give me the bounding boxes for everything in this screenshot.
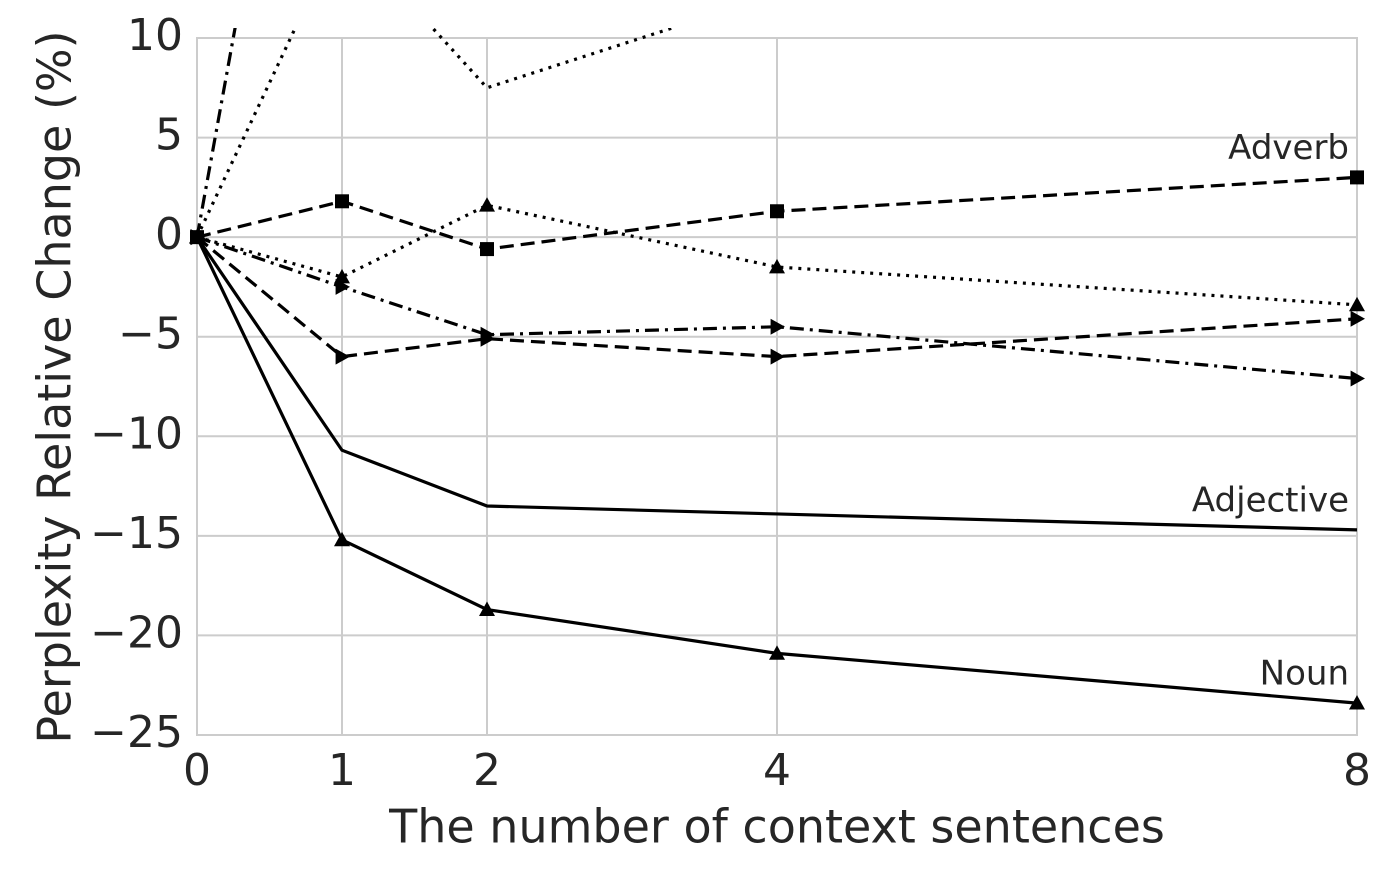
y-tick-label: −5 xyxy=(118,309,183,360)
marker xyxy=(334,268,350,284)
x-tick-label: 4 xyxy=(763,745,791,796)
y-tick-label: −15 xyxy=(90,508,183,559)
line xyxy=(196,203,1358,307)
x-axis-label: The number of context sentences xyxy=(388,800,1165,854)
marker xyxy=(480,242,494,257)
x-tick-label: 8 xyxy=(1343,745,1371,796)
marker xyxy=(769,645,785,660)
y-tick-label: 0 xyxy=(155,209,183,260)
line xyxy=(195,236,1358,532)
y-axis-label: Perplexity Relative Change (%) xyxy=(28,30,82,743)
line-annotation: Adjective xyxy=(1192,480,1349,520)
x-tick-label: 1 xyxy=(328,745,356,796)
marker xyxy=(479,197,495,212)
marker xyxy=(1349,296,1365,312)
y-tick-label: −25 xyxy=(90,707,183,758)
line-annotation: Noun xyxy=(1260,654,1349,694)
marker xyxy=(770,348,785,365)
y-tick-label: −10 xyxy=(90,408,183,459)
marker xyxy=(335,278,350,295)
plot-area xyxy=(189,28,1365,710)
line xyxy=(196,235,1358,381)
marker xyxy=(1350,370,1365,387)
line xyxy=(195,28,678,238)
marker xyxy=(335,348,350,365)
line-annotation: Adverb xyxy=(1228,128,1349,168)
x-tick-label: 2 xyxy=(473,745,501,796)
marker xyxy=(770,204,784,219)
marker xyxy=(1350,310,1365,327)
marker xyxy=(770,318,785,335)
marker xyxy=(479,601,495,616)
marker xyxy=(1349,695,1365,710)
marker xyxy=(334,531,350,547)
y-tick-label: −20 xyxy=(90,607,183,658)
y-tick-label: 10 xyxy=(127,10,183,61)
plot-frame xyxy=(196,37,1358,736)
x-tick-label: 0 xyxy=(183,745,211,796)
marker xyxy=(769,259,785,274)
marker xyxy=(335,194,349,209)
marker xyxy=(480,326,495,343)
marker xyxy=(1350,170,1364,185)
y-tick-label: 5 xyxy=(155,110,183,161)
